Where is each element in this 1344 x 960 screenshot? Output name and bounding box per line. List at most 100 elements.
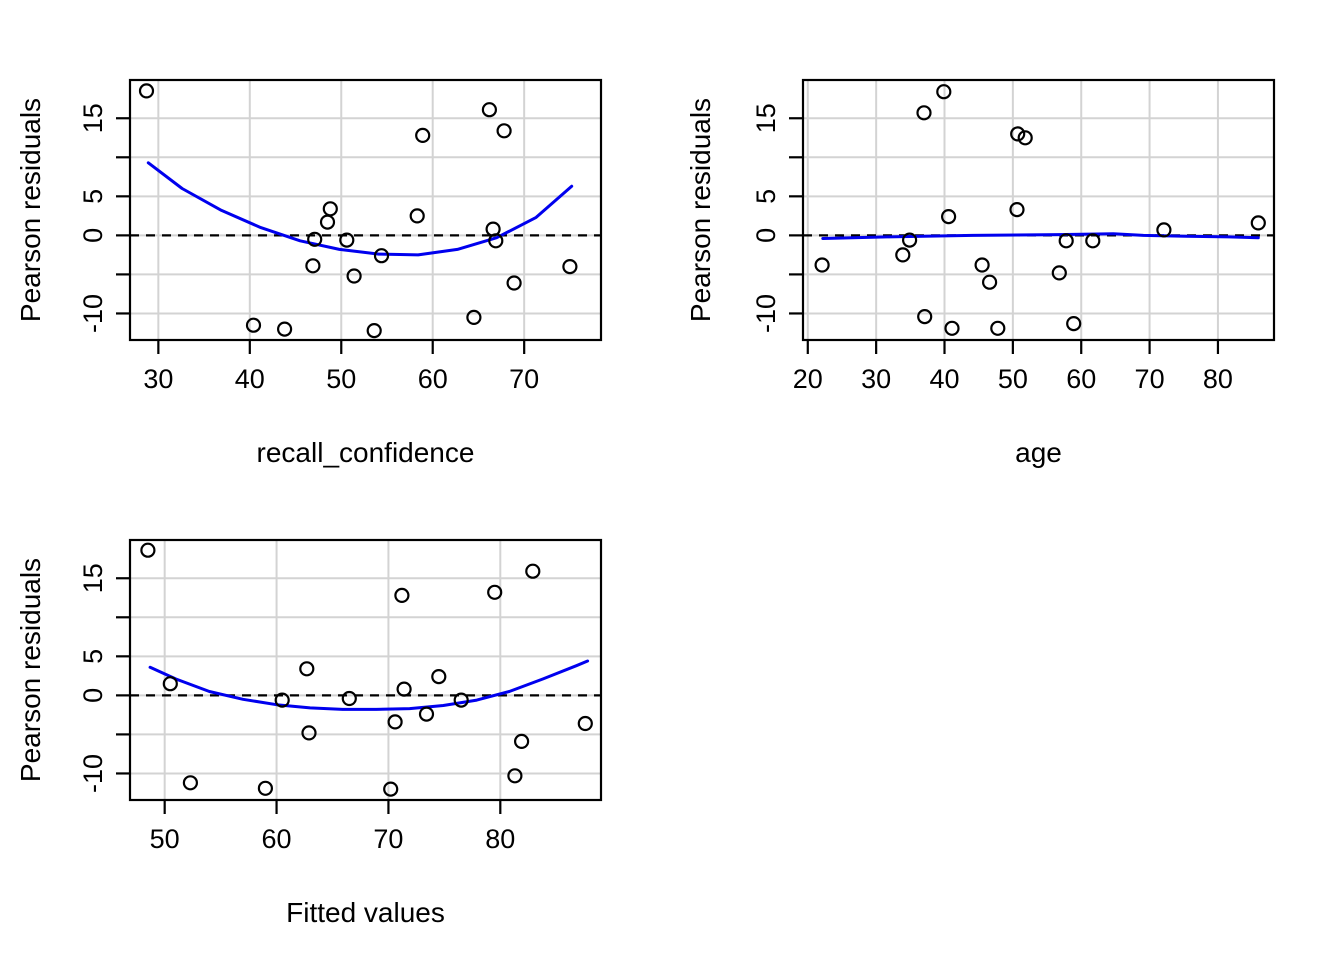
data-points	[140, 542, 593, 797]
data-points	[138, 83, 578, 339]
data-point	[1017, 130, 1033, 146]
data-point	[481, 102, 497, 118]
data-point	[940, 209, 957, 225]
data-point	[562, 259, 578, 275]
x-tick-label: 60	[262, 824, 292, 854]
smooth-curve	[148, 659, 590, 711]
x-tick-label: 30	[861, 364, 891, 394]
gridlines	[803, 80, 1274, 340]
y-tick-label: -10	[78, 754, 108, 793]
data-point	[487, 584, 503, 600]
x-tick-label: 20	[793, 364, 823, 394]
x-tick-label: 70	[509, 364, 539, 394]
data-point	[1009, 202, 1025, 218]
x-axis-title: recall_confidence	[257, 437, 475, 468]
data-point	[453, 692, 469, 708]
data-point	[974, 257, 990, 273]
data-point	[277, 321, 293, 337]
x-tick-label: 80	[1203, 364, 1233, 394]
x-tick-label: 70	[373, 824, 403, 854]
data-point	[366, 323, 382, 339]
panel-top-left: 30 40 50 60 70 -10 0 5 15 recall_confidence Pearso…	[15, 78, 603, 468]
data-point	[322, 201, 338, 217]
data-point	[488, 233, 504, 249]
data-point	[138, 83, 155, 99]
y-axis: -10 0 5 15	[78, 103, 130, 333]
data-point	[257, 780, 273, 796]
data-point	[814, 257, 830, 273]
data-point	[431, 668, 447, 685]
x-tick-label: 50	[326, 364, 356, 394]
data-point	[162, 676, 178, 692]
gridlines	[130, 80, 601, 340]
data-point	[1058, 233, 1074, 249]
data-point	[916, 105, 932, 121]
data-point	[1250, 215, 1266, 231]
x-tick-label: 30	[143, 364, 173, 394]
x-axis-title: Fitted values	[286, 897, 445, 928]
y-tick-label: -10	[751, 294, 781, 333]
y-tick-label: -10	[78, 294, 108, 333]
y-axis-title: Pearson residuals	[685, 98, 716, 322]
data-point	[415, 127, 431, 143]
data-point	[140, 542, 156, 558]
data-point	[1051, 265, 1067, 281]
data-point	[936, 84, 952, 100]
y-axis: -10 0 5 15	[78, 563, 130, 793]
y-tick-label: 0	[78, 688, 108, 703]
plot-box	[801, 78, 1276, 342]
x-axis-title: age	[1015, 437, 1062, 468]
data-point	[917, 309, 933, 325]
data-point	[981, 274, 998, 290]
data-point	[346, 268, 362, 284]
data-point	[507, 768, 523, 784]
x-tick-label: 60	[418, 364, 448, 394]
x-axis: 30 40 50 60 70	[143, 340, 539, 394]
data-point	[525, 563, 541, 579]
data-point	[339, 232, 355, 248]
y-tick-label: 15	[78, 563, 108, 593]
data-point	[409, 208, 425, 224]
y-tick-label: 5	[78, 649, 108, 664]
data-point	[1010, 126, 1026, 142]
data-point	[387, 714, 403, 730]
data-point	[418, 706, 435, 722]
data-point	[466, 309, 482, 325]
data-point	[301, 725, 317, 741]
y-tick-label: 5	[78, 189, 108, 204]
data-point	[319, 214, 336, 230]
data-point	[990, 320, 1006, 336]
data-point	[245, 317, 262, 333]
data-point	[299, 661, 315, 677]
y-tick-label: 15	[751, 103, 781, 133]
y-axis: -10 0 5 15	[751, 103, 803, 333]
data-point	[1066, 316, 1082, 332]
y-tick-label: 0	[751, 228, 781, 243]
plot-box	[128, 78, 603, 342]
smooth-curve	[146, 161, 574, 257]
y-axis-title: Pearson residuals	[15, 98, 46, 322]
panel-bottom-left: 50 60 70 80 -10 0 5 15 Fitted values Pearson resi…	[15, 538, 603, 928]
plot-box	[128, 538, 603, 802]
data-point	[373, 248, 390, 264]
data-point	[305, 258, 321, 274]
data-point	[895, 247, 911, 263]
x-axis: 50 60 70 80	[150, 800, 515, 854]
x-axis: 20 30 40 50 60 70 80	[793, 340, 1233, 394]
x-tick-label: 50	[150, 824, 180, 854]
y-tick-label: 15	[78, 103, 108, 133]
data-point	[513, 733, 530, 750]
data-point	[307, 231, 323, 247]
data-point	[383, 781, 399, 797]
data-point	[577, 715, 593, 732]
y-axis-title: Pearson residuals	[15, 558, 46, 782]
x-tick-label: 60	[1066, 364, 1096, 394]
data-point	[396, 681, 412, 697]
data-point	[496, 123, 512, 139]
x-tick-label: 40	[929, 364, 959, 394]
data-point	[901, 232, 918, 248]
data-point	[394, 587, 410, 604]
data-point	[341, 690, 357, 707]
